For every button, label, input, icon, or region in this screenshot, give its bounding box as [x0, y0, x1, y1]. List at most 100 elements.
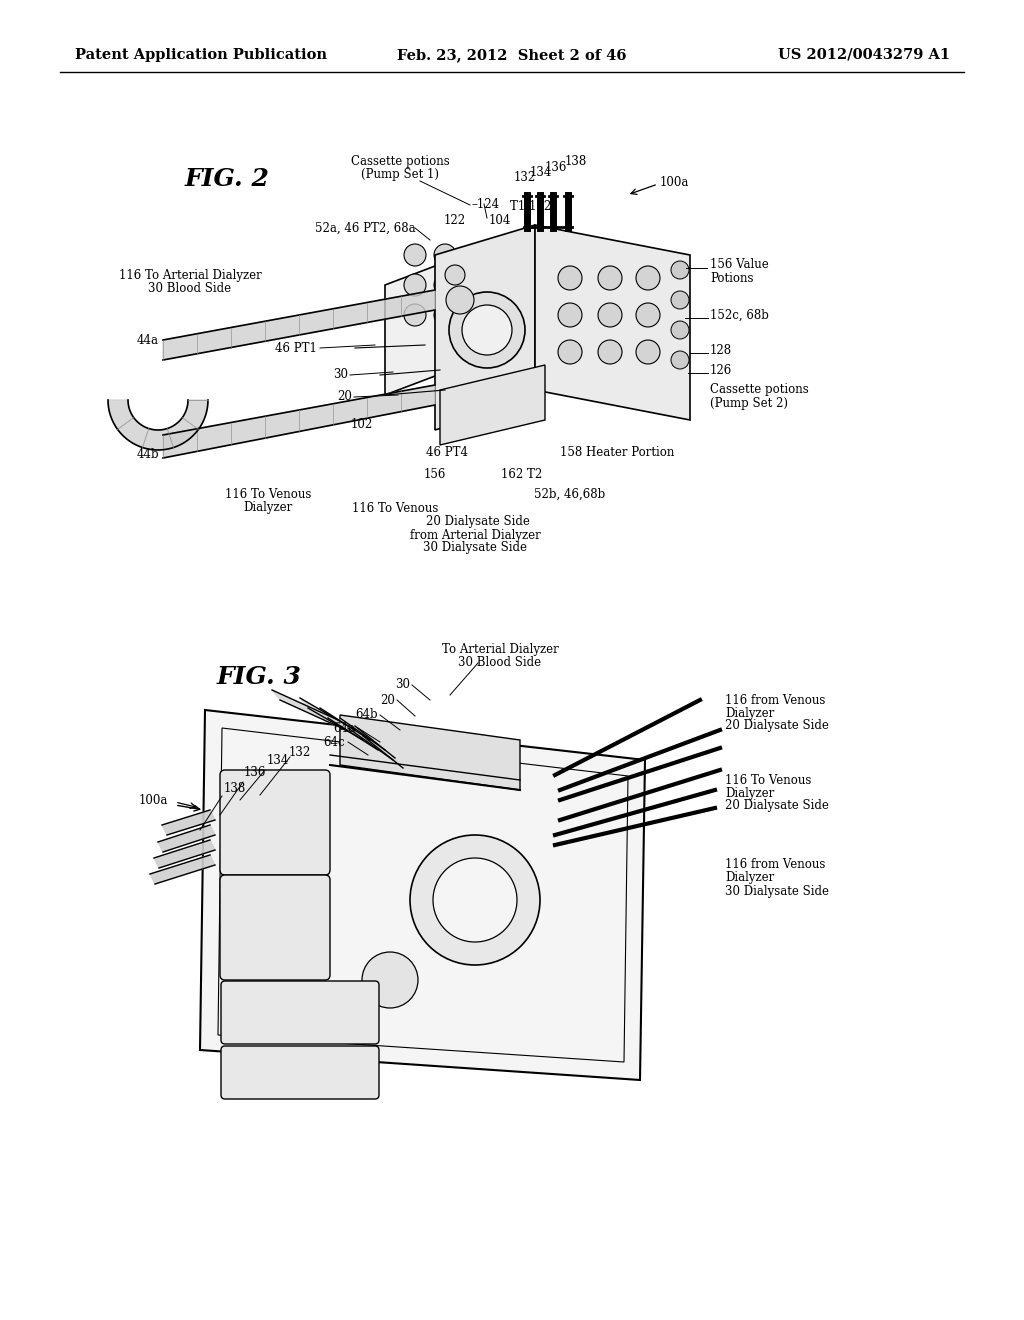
- Text: 100a: 100a: [138, 793, 168, 807]
- Circle shape: [446, 286, 474, 314]
- Text: FIG. 2: FIG. 2: [185, 168, 270, 191]
- Text: 156 Value: 156 Value: [710, 259, 769, 272]
- FancyBboxPatch shape: [221, 1045, 379, 1100]
- Text: 20: 20: [380, 693, 395, 706]
- Circle shape: [464, 244, 486, 267]
- Text: To Arterial Dialyzer: To Arterial Dialyzer: [441, 644, 558, 656]
- Polygon shape: [158, 825, 215, 851]
- Text: 30 Blood Side: 30 Blood Side: [459, 656, 542, 669]
- Text: Feb. 23, 2012  Sheet 2 of 46: Feb. 23, 2012 Sheet 2 of 46: [397, 48, 627, 62]
- Text: 44b: 44b: [136, 449, 160, 462]
- Text: 136: 136: [244, 767, 266, 780]
- Text: 116 from Venous: 116 from Venous: [725, 858, 825, 871]
- Circle shape: [434, 275, 456, 296]
- Circle shape: [410, 836, 540, 965]
- Text: 116 To Arterial Dialyzer: 116 To Arterial Dialyzer: [119, 268, 261, 281]
- Circle shape: [671, 290, 689, 309]
- Text: 44a: 44a: [137, 334, 159, 346]
- Polygon shape: [150, 855, 215, 884]
- Polygon shape: [163, 385, 435, 458]
- Polygon shape: [440, 366, 545, 445]
- Text: Patent Application Publication: Patent Application Publication: [75, 48, 327, 62]
- Circle shape: [449, 292, 525, 368]
- Text: 136: 136: [545, 161, 567, 174]
- Text: 116 To Venous: 116 To Venous: [725, 774, 811, 787]
- Text: (Pump Set 2): (Pump Set 2): [710, 396, 788, 409]
- Text: 152c, 68b: 152c, 68b: [710, 309, 769, 322]
- Text: 64c: 64c: [324, 735, 345, 748]
- Text: 20 Dialysate Side: 20 Dialysate Side: [426, 516, 530, 528]
- Circle shape: [598, 304, 622, 327]
- Text: 20: 20: [337, 391, 352, 404]
- Text: 52b, 46,68b: 52b, 46,68b: [535, 487, 605, 500]
- Text: 134: 134: [267, 754, 289, 767]
- Text: Potions: Potions: [710, 272, 754, 285]
- Circle shape: [558, 341, 582, 364]
- Text: 132: 132: [289, 746, 311, 759]
- Circle shape: [636, 304, 660, 327]
- Polygon shape: [162, 810, 215, 836]
- Polygon shape: [163, 290, 435, 360]
- Polygon shape: [355, 726, 403, 768]
- Text: 138: 138: [565, 154, 587, 168]
- Text: 64b: 64b: [355, 709, 378, 722]
- Polygon shape: [108, 400, 208, 450]
- Text: 132: 132: [514, 172, 537, 183]
- Text: 20 Dialysate Side: 20 Dialysate Side: [725, 800, 828, 813]
- Text: Cassette potions: Cassette potions: [710, 384, 809, 396]
- Polygon shape: [300, 698, 362, 741]
- Circle shape: [598, 267, 622, 290]
- Circle shape: [462, 305, 512, 355]
- Text: US 2012/0043279 A1: US 2012/0043279 A1: [778, 48, 950, 62]
- Polygon shape: [535, 224, 690, 420]
- Text: 116 To Venous: 116 To Venous: [352, 502, 438, 515]
- Text: 156: 156: [424, 467, 446, 480]
- Text: 30 Blood Side: 30 Blood Side: [148, 282, 231, 296]
- Text: 102: 102: [351, 418, 373, 432]
- Text: Cassette potions: Cassette potions: [350, 154, 450, 168]
- Polygon shape: [385, 230, 530, 395]
- Text: –124: –124: [471, 198, 499, 210]
- Circle shape: [671, 321, 689, 339]
- Polygon shape: [340, 718, 393, 760]
- Text: from Arterial Dialyzer: from Arterial Dialyzer: [410, 528, 541, 541]
- Text: 138: 138: [224, 781, 246, 795]
- Text: 100a: 100a: [660, 177, 689, 190]
- Polygon shape: [200, 710, 645, 1080]
- Circle shape: [464, 275, 486, 296]
- Text: 104: 104: [488, 214, 511, 227]
- Text: 128: 128: [710, 343, 732, 356]
- Circle shape: [404, 275, 426, 296]
- Circle shape: [636, 341, 660, 364]
- Circle shape: [434, 304, 456, 326]
- Circle shape: [404, 304, 426, 326]
- Circle shape: [434, 244, 456, 267]
- Text: 46 PT4: 46 PT4: [426, 446, 468, 458]
- Circle shape: [404, 244, 426, 267]
- Text: Dialyzer: Dialyzer: [725, 871, 774, 884]
- Text: 46 PT1: 46 PT1: [275, 342, 317, 355]
- Text: Dialyzer: Dialyzer: [725, 706, 774, 719]
- Text: (Pump Set 1): (Pump Set 1): [361, 168, 439, 181]
- Polygon shape: [435, 224, 535, 430]
- Text: 30: 30: [395, 678, 410, 692]
- Circle shape: [636, 267, 660, 290]
- Circle shape: [464, 304, 486, 326]
- Text: Dialyzer: Dialyzer: [725, 787, 774, 800]
- Polygon shape: [154, 840, 215, 869]
- Text: 20 Dialysate Side: 20 Dialysate Side: [725, 719, 828, 733]
- Text: 126: 126: [710, 363, 732, 376]
- Text: 162 T2: 162 T2: [502, 467, 543, 480]
- Text: FIG. 3: FIG. 3: [217, 665, 302, 689]
- Text: 64a: 64a: [333, 722, 355, 734]
- Text: 134: 134: [529, 166, 552, 180]
- FancyBboxPatch shape: [220, 770, 330, 875]
- Text: 30: 30: [333, 368, 348, 381]
- FancyBboxPatch shape: [221, 981, 379, 1044]
- Circle shape: [671, 351, 689, 370]
- Circle shape: [598, 341, 622, 364]
- Text: 122: 122: [444, 214, 466, 227]
- Circle shape: [433, 858, 517, 942]
- Text: Dialyzer: Dialyzer: [244, 500, 293, 513]
- Text: 30 Dialysate Side: 30 Dialysate Side: [423, 541, 527, 554]
